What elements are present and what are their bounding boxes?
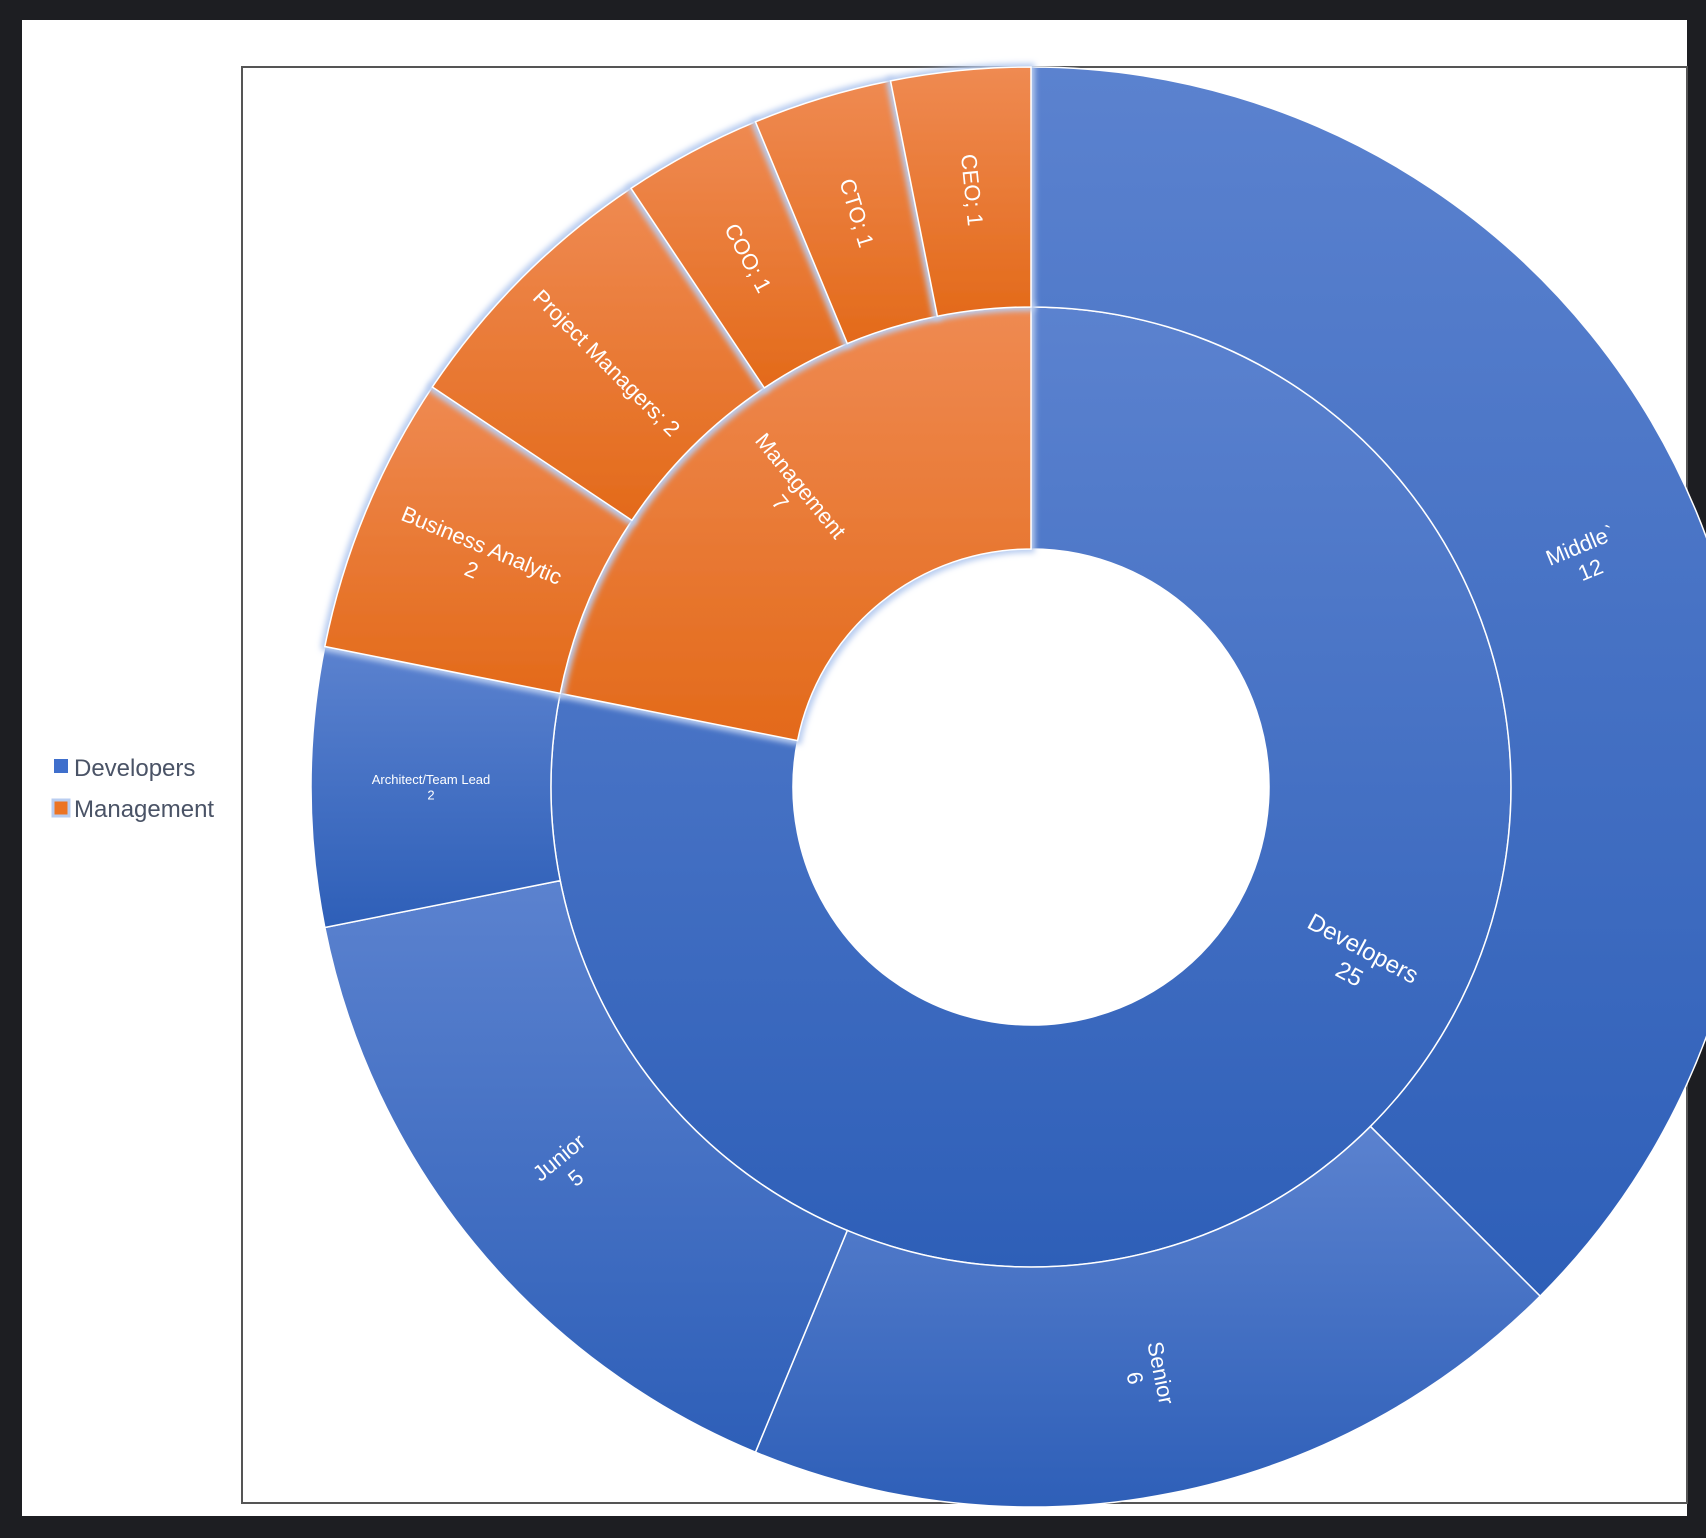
legend: Developers Management — [51, 755, 214, 823]
legend-label-management: Management — [74, 796, 214, 823]
segment-middle[interactable] — [1030, 66, 1706, 1298]
value-architect-team-lead: 2 — [427, 787, 434, 802]
legend-label-developers: Developers — [74, 755, 195, 782]
label-architect-team-lead: Architect/Team Lead — [372, 772, 491, 787]
segment-junior[interactable] — [323, 879, 849, 1454]
legend-swatch-management-icon — [51, 798, 71, 818]
segment-ceo[interactable] — [889, 66, 1032, 318]
segment-architect-team-lead[interactable] — [310, 645, 562, 929]
legend-swatch-developers-icon — [54, 759, 68, 773]
sunburst-chart: Developers25Middle`12Senior6Junior5Archi… — [310, 66, 1706, 1508]
value-senior: 6 — [1121, 1370, 1148, 1387]
legend-item-developers[interactable]: Developers — [54, 755, 195, 782]
legend-item-management[interactable]: Management — [51, 796, 214, 823]
segment-senior[interactable] — [754, 1125, 1542, 1508]
segment-label-architect-team-lead: Architect/Team Lead 2 — [372, 772, 491, 803]
